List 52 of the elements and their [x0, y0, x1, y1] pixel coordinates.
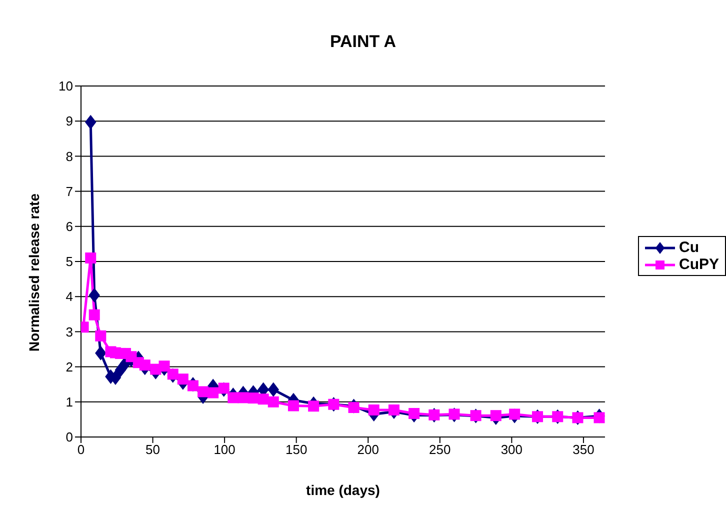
point: [428, 409, 440, 420]
chart-title: PAINT A: [328, 32, 398, 52]
x-tick-label: 350: [572, 442, 594, 458]
y-tick-label: 9: [66, 114, 73, 129]
point: [139, 360, 150, 371]
point: [198, 386, 209, 398]
point: [95, 330, 106, 342]
point: [85, 115, 96, 130]
y-tick-label: 10: [58, 78, 73, 94]
y-tick-label: 4: [66, 289, 73, 304]
x-tick-label: 50: [146, 442, 160, 458]
point: [268, 382, 279, 397]
x-tick-label: 300: [500, 442, 523, 458]
x-tick-label: 200: [357, 442, 379, 458]
x-tick-label: 0: [77, 442, 85, 458]
point: [388, 404, 400, 416]
y-tick-label: 1: [66, 394, 73, 410]
point: [218, 382, 230, 394]
point: [114, 362, 126, 377]
x-tick-label: 150: [285, 442, 308, 458]
point: [268, 396, 279, 408]
point: [509, 408, 520, 420]
x-tick-label: 100: [214, 442, 236, 458]
y-tick-label: 8: [66, 148, 73, 164]
point: [448, 408, 460, 420]
y-tick-label: 2: [66, 359, 73, 374]
legend-label: Cu: [679, 239, 699, 256]
y-tick-label: 6: [66, 219, 73, 234]
legend-label: CuPY: [679, 256, 720, 273]
point: [408, 408, 420, 419]
x-axis-title: time (days): [306, 482, 380, 498]
point: [95, 346, 106, 360]
point: [158, 360, 170, 372]
point: [228, 392, 239, 404]
point: [490, 410, 502, 422]
point: [348, 402, 360, 414]
point: [288, 400, 299, 412]
point: [368, 404, 380, 416]
point: [85, 252, 96, 264]
point: [187, 380, 198, 392]
point: [88, 309, 100, 320]
y-tick-label: 0: [66, 430, 73, 445]
point: [308, 400, 320, 412]
point: [594, 412, 605, 424]
point: [88, 288, 100, 302]
y-axis-title: Normalised release rate: [26, 193, 42, 352]
y-tick-label: 7: [66, 184, 73, 199]
x-tick-label: 250: [429, 442, 451, 458]
y-tick-label: 3: [66, 324, 73, 340]
point: [177, 374, 188, 385]
y-tick-label: 5: [66, 254, 73, 270]
point: [167, 368, 178, 380]
